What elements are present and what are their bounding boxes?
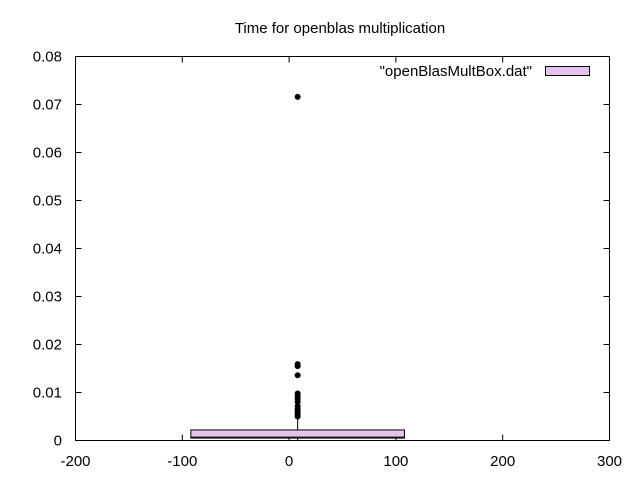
- legend-entry-label: "openBlasMultBox.dat": [380, 63, 532, 80]
- outlier-point: [294, 363, 301, 370]
- y-axis: 0 0.01 0.02 0.03 0.04 0.05 0.06 0.07 0.08: [33, 49, 610, 450]
- legend: "openBlasMultBox.dat": [380, 63, 590, 80]
- outlier-point: [294, 372, 301, 379]
- y-tick-label: 0.05: [33, 193, 62, 210]
- y-tick-label: 0.08: [33, 49, 62, 66]
- x-tick-label: -200: [60, 453, 90, 470]
- chart-title: Time for openblas multiplication: [235, 20, 445, 37]
- plot-area-frame: [75, 56, 610, 441]
- y-tick-label: 0.02: [33, 337, 62, 354]
- x-tick-label: 300: [597, 453, 622, 470]
- y-tick-label: 0.06: [33, 145, 62, 162]
- box-iqr: [190, 429, 405, 439]
- y-tick-label: 0.01: [33, 385, 62, 402]
- outlier-point: [294, 398, 301, 405]
- x-tick-label: -100: [167, 453, 197, 470]
- y-tick-label: 0.03: [33, 289, 62, 306]
- outlier-point: [294, 93, 301, 100]
- outlier-point: [294, 413, 301, 420]
- x-axis: -200 -100 0 100 200 300: [60, 56, 622, 470]
- x-tick-label: 200: [490, 453, 515, 470]
- x-tick-label: 0: [285, 453, 293, 470]
- y-tick-label: 0.04: [33, 241, 62, 258]
- y-tick-label: 0: [54, 433, 62, 450]
- legend-swatch: [545, 66, 590, 76]
- y-tick-label: 0.07: [33, 97, 62, 114]
- x-tick-label: 100: [383, 453, 408, 470]
- plot-marks: [190, 93, 405, 441]
